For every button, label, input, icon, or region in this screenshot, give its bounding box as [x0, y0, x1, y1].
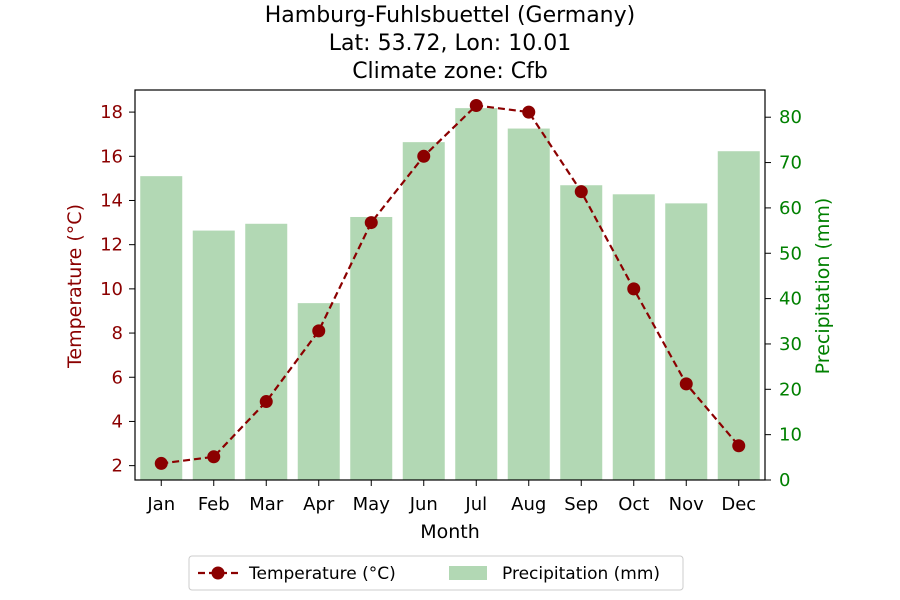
legend-temperature-marker-icon [211, 566, 225, 580]
x-tick-label-dec: Dec [721, 494, 756, 515]
legend-precipitation-label: Precipitation (mm) [502, 564, 660, 584]
left-tick-label: 16 [100, 146, 123, 167]
temperature-point-jan [154, 456, 168, 470]
right-tick-label: 60 [779, 198, 802, 219]
legend: Temperature (°C) Precipitation (mm) [188, 555, 684, 591]
right-tick-label: 50 [779, 243, 802, 264]
temperature-point-may [364, 216, 378, 230]
left-tick-label: 14 [100, 190, 123, 211]
legend-precipitation-swatch-icon [449, 566, 487, 580]
x-tick-label-may: May [353, 494, 391, 515]
right-tick-label: 70 [779, 153, 802, 174]
x-tick-label-aug: Aug [511, 494, 546, 515]
x-tick-label-sep: Sep [564, 494, 598, 515]
temperature-point-mar [259, 395, 273, 409]
temperature-point-apr [312, 324, 326, 338]
left-tick-label: 8 [112, 323, 123, 344]
temperature-point-sep [574, 185, 588, 199]
title-line-2: Lat: 53.72, Lon: 10.01 [329, 31, 571, 56]
left-axis-label: Temperature (°C) [64, 204, 86, 369]
precipitation-bar-dec [717, 151, 760, 480]
plot-frame [134, 89, 766, 481]
right-tick-label: 20 [779, 379, 802, 400]
precipitation-bar-mar [245, 223, 288, 481]
temperature-point-jul [469, 98, 483, 112]
title-line-1: Hamburg-Fuhlsbuettel (Germany) [265, 3, 635, 28]
precipitation-bar-jan [140, 176, 183, 481]
x-axis-label: Month [420, 521, 480, 543]
right-tick-label: 0 [779, 470, 790, 491]
x-tick-label-nov: Nov [669, 494, 704, 515]
x-tick-label-jun: Jun [409, 494, 438, 515]
x-tick-label-jul: Jul [464, 494, 487, 515]
left-tick-label: 4 [112, 411, 123, 432]
x-tick-label-jan: Jan [146, 494, 175, 515]
precipitation-bar-aug [507, 128, 550, 480]
left-tick-label: 12 [100, 235, 123, 256]
right-axis: 0 10 20 30 40 50 60 70 80 [765, 107, 802, 491]
x-tick-label-feb: Feb [198, 494, 230, 515]
legend-temperature-label: Temperature (°C) [248, 564, 396, 584]
x-tick-label-oct: Oct [618, 494, 649, 515]
title-line-3: Climate zone: Cfb [352, 59, 548, 84]
precipitation-bars [140, 108, 760, 481]
x-axis: Jan Feb Mar Apr May Jun Jul Aug Sep Oct Nov Dec [146, 480, 756, 515]
left-axis: 2 4 6 8 10 12 14 16 18 [100, 102, 135, 477]
left-tick-label: 18 [100, 102, 123, 123]
legend-box [188, 555, 684, 591]
right-tick-label: 80 [779, 107, 802, 128]
x-tick-label-mar: Mar [249, 494, 284, 515]
precipitation-bar-jun [402, 142, 445, 480]
precipitation-bar-may [350, 216, 393, 480]
precipitation-bar-jul [455, 108, 498, 481]
temperature-point-dec [732, 439, 746, 453]
right-tick-label: 30 [779, 334, 802, 355]
temperature-point-aug [522, 105, 536, 119]
temperature-point-feb [207, 450, 221, 464]
chart-title: Hamburg-Fuhlsbuettel (Germany) Lat: 53.7… [265, 3, 635, 84]
precipitation-bar-sep [560, 185, 603, 481]
x-tick-label-apr: Apr [303, 494, 335, 515]
right-tick-label: 10 [779, 425, 802, 446]
temperature-point-jun [417, 149, 431, 163]
temperature-line [154, 98, 746, 470]
left-tick-label: 10 [100, 279, 123, 300]
precipitation-bar-nov [665, 203, 708, 481]
right-axis-label: Precipitation (mm) [812, 198, 834, 375]
precipitation-bar-oct [612, 194, 655, 481]
temperature-series-line [161, 104, 740, 465]
precipitation-bar-feb [192, 230, 235, 480]
left-tick-label: 2 [112, 456, 123, 477]
temperature-point-oct [627, 282, 641, 296]
left-tick-label: 6 [112, 367, 123, 388]
temperature-point-nov [679, 377, 693, 391]
right-tick-label: 40 [779, 289, 802, 310]
